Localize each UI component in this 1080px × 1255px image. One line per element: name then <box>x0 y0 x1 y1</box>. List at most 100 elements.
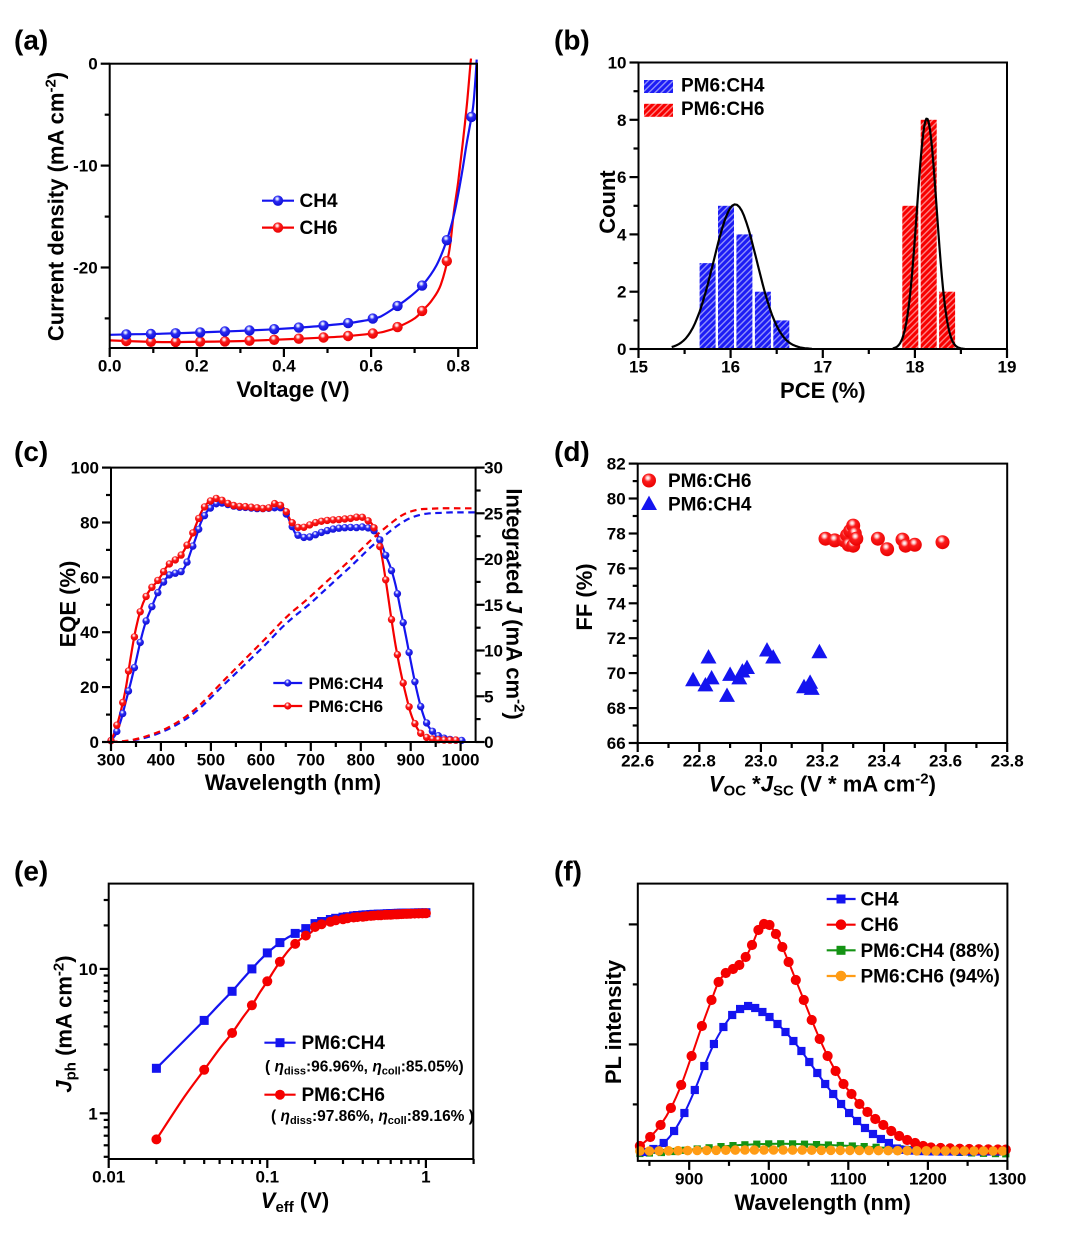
svg-text:22.6: 22.6 <box>621 752 654 771</box>
svg-text:17: 17 <box>813 358 832 377</box>
svg-text:Integrated J (mA cm-2): Integrated J (mA cm-2) <box>502 488 529 719</box>
svg-text:(f): (f) <box>554 856 582 887</box>
svg-text:66: 66 <box>607 734 626 753</box>
svg-text:70: 70 <box>607 664 626 683</box>
svg-text:PM6:CH4: PM6:CH4 <box>309 674 384 693</box>
svg-text:0.4: 0.4 <box>272 357 296 376</box>
svg-text:Wavelength (nm): Wavelength (nm) <box>205 770 381 795</box>
svg-text:PM6:CH6: PM6:CH6 <box>668 471 751 492</box>
svg-text:PM6:CH6: PM6:CH6 <box>309 697 384 716</box>
svg-text:1100: 1100 <box>830 1169 867 1188</box>
svg-text:1000: 1000 <box>750 1169 788 1188</box>
svg-text:1200: 1200 <box>909 1169 947 1188</box>
svg-text:0: 0 <box>90 733 99 752</box>
svg-text:80: 80 <box>607 490 626 509</box>
svg-text:Veff (V): Veff (V) <box>261 1188 329 1216</box>
svg-text:PL intensity: PL intensity <box>601 959 626 1084</box>
svg-text:EQE (%): EQE (%) <box>56 561 81 648</box>
svg-text:23.2: 23.2 <box>806 752 839 771</box>
svg-text:CH6: CH6 <box>861 915 899 936</box>
svg-text:16: 16 <box>721 358 740 377</box>
svg-text:80: 80 <box>80 514 99 533</box>
svg-text:4: 4 <box>617 225 627 244</box>
svg-text:900: 900 <box>397 751 425 770</box>
svg-text:( ηdiss:96.96%, ηcoll:85.05%): ( ηdiss:96.96%, ηcoll:85.05%) <box>265 1059 464 1078</box>
svg-text:82: 82 <box>607 455 626 474</box>
svg-text:1: 1 <box>421 1168 430 1187</box>
svg-text:100: 100 <box>71 459 99 478</box>
svg-text:CH4: CH4 <box>300 191 338 212</box>
svg-text:900: 900 <box>675 1169 703 1188</box>
svg-text:15: 15 <box>484 596 503 615</box>
svg-text:22.8: 22.8 <box>683 752 716 771</box>
svg-text:74: 74 <box>607 594 626 613</box>
svg-text:-10: -10 <box>73 157 98 176</box>
svg-text:2: 2 <box>617 283 626 302</box>
svg-text:0.1: 0.1 <box>255 1168 279 1187</box>
svg-text:1300: 1300 <box>988 1169 1026 1188</box>
svg-text:1000: 1000 <box>442 751 480 770</box>
svg-text:(a): (a) <box>14 25 48 56</box>
svg-text:PM6:CH6: PM6:CH6 <box>681 99 764 120</box>
svg-text:0.8: 0.8 <box>446 357 470 376</box>
svg-text:10: 10 <box>608 54 627 73</box>
svg-text:( ηdiss:97.86%, ηcoll:89.16%: ( ηdiss:97.86%, ηcoll:89.16% ) <box>271 1108 474 1127</box>
svg-text:FF (%): FF (%) <box>572 563 597 630</box>
svg-text:19: 19 <box>998 358 1017 377</box>
svg-text:25: 25 <box>484 504 503 523</box>
svg-text:0: 0 <box>484 733 493 752</box>
svg-text:15: 15 <box>629 358 648 377</box>
svg-text:VOC *JSC (V * mA cm-2): VOC *JSC (V * mA cm-2) <box>709 770 936 799</box>
svg-text:CH6: CH6 <box>300 218 338 239</box>
svg-text:600: 600 <box>247 751 275 770</box>
svg-text:23.4: 23.4 <box>867 752 901 771</box>
svg-text:Count: Count <box>595 170 620 234</box>
svg-text:Wavelength (nm): Wavelength (nm) <box>734 1190 910 1215</box>
svg-text:0.01: 0.01 <box>92 1168 125 1187</box>
svg-text:PM6:CH4: PM6:CH4 <box>302 1033 386 1054</box>
svg-text:20: 20 <box>484 550 503 569</box>
svg-text:30: 30 <box>484 459 503 478</box>
svg-text:68: 68 <box>607 699 626 718</box>
svg-text:5: 5 <box>484 687 493 706</box>
svg-text:1: 1 <box>88 1104 97 1123</box>
svg-text:PM6:CH6: PM6:CH6 <box>302 1085 385 1106</box>
svg-text:Current density (mA cm-2): Current density (mA cm-2) <box>42 72 69 341</box>
svg-text:(d): (d) <box>554 436 590 467</box>
svg-text:PCE (%): PCE (%) <box>780 378 866 403</box>
svg-text:0.0: 0.0 <box>98 357 122 376</box>
svg-text:PM6:CH6 (94%): PM6:CH6 (94%) <box>861 967 1000 988</box>
svg-text:(c): (c) <box>14 436 48 467</box>
svg-text:300: 300 <box>97 751 125 770</box>
svg-text:23.8: 23.8 <box>991 752 1024 771</box>
svg-text:23.6: 23.6 <box>929 752 962 771</box>
svg-text:700: 700 <box>297 751 325 770</box>
svg-text:10: 10 <box>79 960 98 979</box>
svg-text:CH4: CH4 <box>861 890 899 911</box>
svg-text:8: 8 <box>617 111 626 130</box>
svg-text:PM6:CH4: PM6:CH4 <box>668 495 752 516</box>
svg-text:6: 6 <box>617 168 626 187</box>
svg-text:PM6:CH4: PM6:CH4 <box>681 75 765 96</box>
svg-text:60: 60 <box>80 568 99 587</box>
svg-text:Voltage (V): Voltage (V) <box>236 377 349 402</box>
svg-text:0.6: 0.6 <box>359 357 383 376</box>
svg-text:PM6:CH4 (88%): PM6:CH4 (88%) <box>861 941 1000 962</box>
svg-text:40: 40 <box>80 623 99 642</box>
svg-text:78: 78 <box>607 525 626 544</box>
svg-text:0: 0 <box>88 55 97 74</box>
svg-text:(b): (b) <box>554 25 590 56</box>
svg-text:10: 10 <box>484 642 503 661</box>
svg-text:18: 18 <box>905 358 924 377</box>
svg-text:0: 0 <box>617 340 626 359</box>
svg-text:72: 72 <box>607 629 626 648</box>
svg-text:20: 20 <box>80 678 99 697</box>
svg-text:0.2: 0.2 <box>185 357 209 376</box>
svg-text:-20: -20 <box>73 259 98 278</box>
svg-text:23.0: 23.0 <box>744 752 777 771</box>
svg-text:400: 400 <box>147 751 175 770</box>
svg-text:800: 800 <box>347 751 375 770</box>
svg-text:76: 76 <box>607 559 626 578</box>
svg-text:(e): (e) <box>14 856 48 887</box>
svg-text:500: 500 <box>197 751 225 770</box>
